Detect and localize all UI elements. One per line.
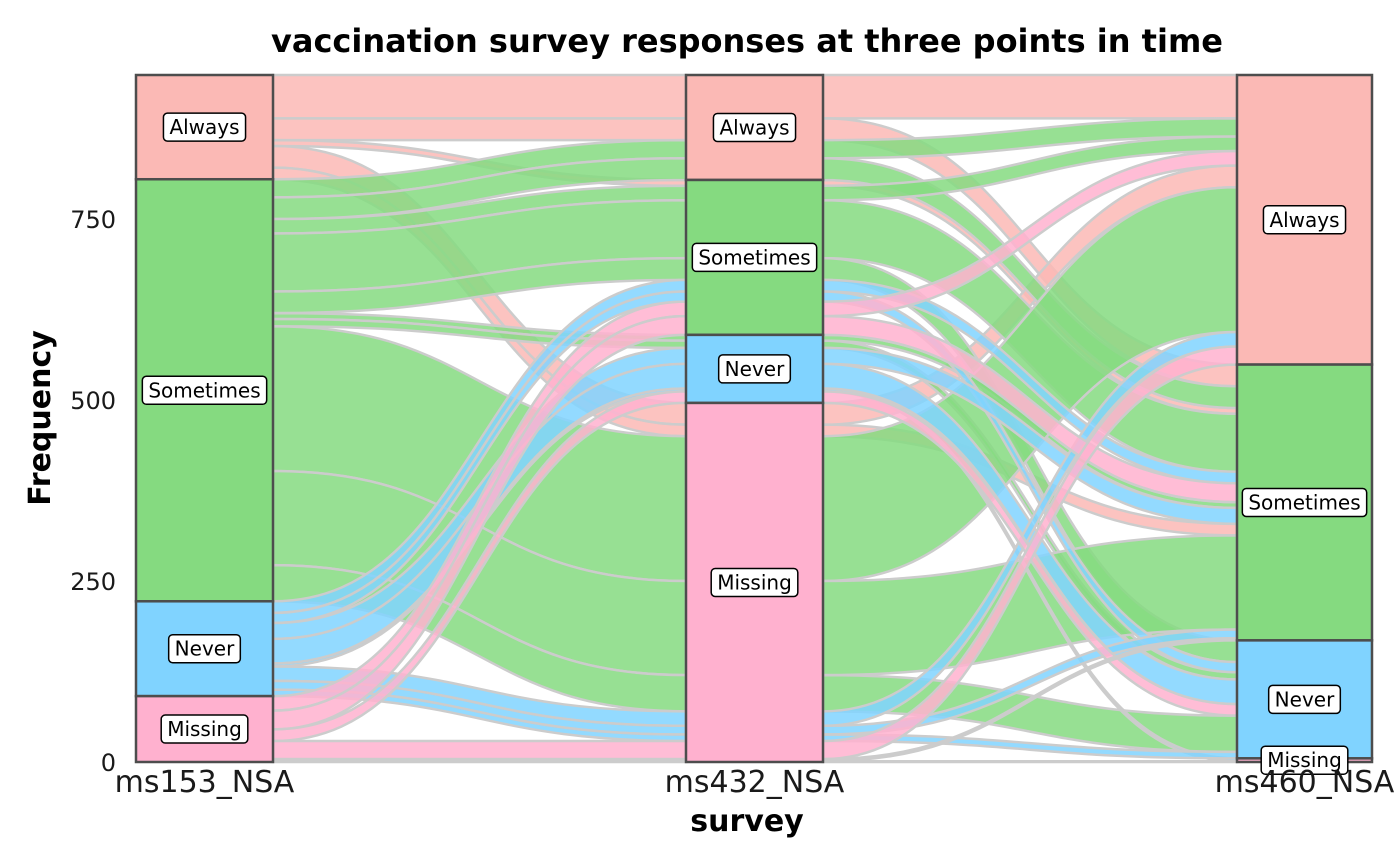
flow-always-always-sometimes-seg1 [271, 117, 688, 142]
stratum-label-text: Sometimes [148, 378, 260, 402]
x-tick-label: ms153_NSA [115, 765, 295, 800]
y-axis-title: Frequency [23, 330, 58, 506]
stratum-label-text: Always [719, 115, 789, 139]
stratum-label-box [141, 375, 268, 406]
stratum-label-box [1262, 205, 1347, 235]
y-axis: 0 250 500 750 [70, 206, 116, 777]
chart-title: vaccination survey responses at three po… [271, 22, 1223, 60]
stratum-label: Missing [160, 714, 249, 744]
stratum-label-box [712, 112, 797, 143]
stratum-label-text: Missing [1267, 748, 1342, 772]
y-tick-label: 500 [70, 387, 116, 415]
stratum-label-text: Never [175, 637, 235, 661]
stratum-label-box [710, 567, 799, 598]
stratum-label-text: Never [1275, 687, 1335, 711]
stratum-label-box [1260, 745, 1349, 775]
stratum-label-text: Always [1269, 208, 1339, 232]
stratum-label-text: Never [725, 357, 785, 381]
stratum-label-text: Always [169, 115, 239, 139]
flow-missing-missing-missing-seg1 [271, 760, 688, 764]
stratum-label: Sometimes [1241, 487, 1368, 518]
flow-always-always-always-seg1 [271, 73, 688, 120]
flow-always-always-always-seg2 [821, 73, 1239, 120]
stratum-label-text: Sometimes [1248, 490, 1360, 514]
stratum-label-box [162, 112, 247, 142]
flow-missing-missing-missing-seg2 [821, 760, 1239, 764]
stratum-ms432_nsa-missing [684, 401, 825, 764]
stratum-label-box [717, 354, 792, 384]
y-tick-label: 250 [70, 568, 116, 596]
stratum-label-box [1267, 684, 1342, 715]
x-tick-label: ms432_NSA [665, 765, 845, 800]
flow-missing-missing-always-seg1 [271, 739, 688, 761]
stratum-label: Always [712, 112, 797, 143]
stratum-label-text: Missing [717, 570, 792, 594]
stratum-label: Always [1262, 205, 1347, 235]
y-tick-label: 750 [70, 206, 116, 234]
stratum-label: Sometimes [141, 375, 268, 406]
stratum-label-box [691, 242, 818, 273]
x-axis: ms153_NSA ms432_NSA ms460_NSA [115, 765, 1395, 800]
stratum-label: Never [717, 354, 792, 384]
stratum-label: Sometimes [691, 242, 818, 273]
stratum-label: Never [1267, 684, 1342, 715]
stratum-label-box [160, 714, 249, 744]
stratum-label: Missing [1260, 745, 1349, 775]
stratum-label-text: Missing [167, 717, 242, 741]
x-axis-title: survey [690, 804, 804, 839]
stratum-label: Never [167, 633, 242, 664]
stratum-label-box [1241, 487, 1368, 518]
y-tick-label: 0 [101, 749, 116, 777]
stratum-label-text: Sometimes [698, 245, 810, 269]
stratum-label: Missing [710, 567, 799, 598]
stratum-labels-layer: Always Sometimes Never Missing Always Sometim… [141, 112, 1368, 775]
x-tick-label: ms460_NSA [1215, 765, 1395, 800]
stratum-label: Always [162, 112, 247, 142]
stratum-label-box [167, 633, 242, 664]
